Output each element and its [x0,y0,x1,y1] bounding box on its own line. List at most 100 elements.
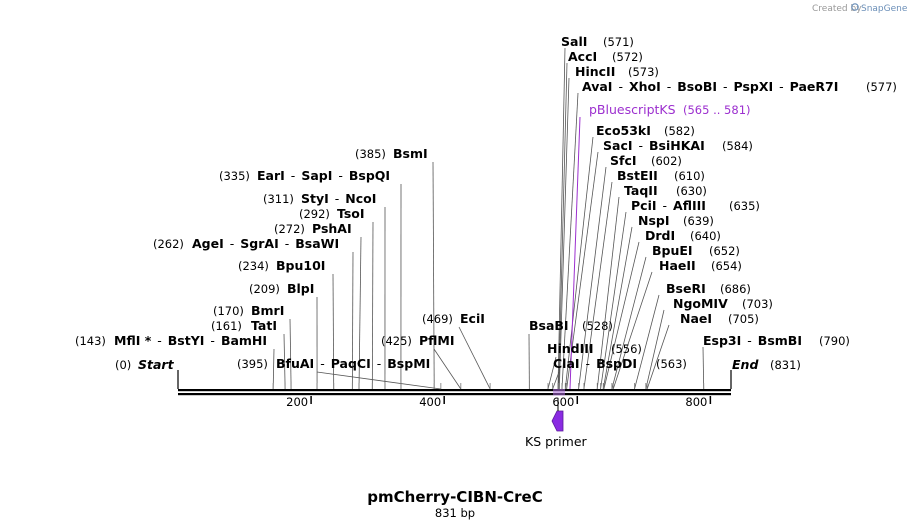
primer-ks-arrow-icon[interactable] [551,410,564,432]
primer-ks[interactable]: KS primer [525,398,588,449]
site-position: (563) [656,357,687,371]
site-leader [578,166,607,390]
site-position: (686) [720,282,751,296]
site-label[interactable]: HincII [575,64,615,79]
site-label[interactable]: AvaI - XhoI - BsoBI - PspXI - PaeR7I [582,79,838,94]
map-length: 831 bp [434,506,476,520]
credit-prefix: Created by [812,4,862,14]
site-position: (577) [866,80,897,94]
site-label[interactable]: StyI - NcoI [301,191,376,206]
site-leader [583,181,613,390]
site-position: (610) [674,169,705,183]
site-position: (528) [582,319,613,333]
site-leader [645,309,665,390]
site-leader [433,348,462,390]
site-leader [351,251,354,390]
site-leader [611,256,647,390]
site-label[interactable]: BmrI [251,303,284,318]
site-label[interactable]: BsmI [393,146,428,161]
sequence-backbone[interactable] [178,389,731,396]
site-position: (654) [711,259,742,273]
site-position: (572) [612,50,643,64]
site-position: (385) [355,147,386,161]
site-label[interactable]: NgoMIV [673,296,728,311]
site-label[interactable]: MflI * - BstYI - BamHI [114,333,267,348]
site-label[interactable]: PflMI [419,333,455,348]
site-label[interactable]: EciI [460,311,485,326]
site-label[interactable]: HindIII [547,341,594,356]
site-leader [596,196,620,390]
site-label[interactable]: SacI - BsiHKAI [603,138,705,153]
site-leader [603,241,640,390]
site-position: (292) [299,207,330,221]
site-label[interactable]: AgeI - SgrAI - BsaWI [192,236,339,251]
site-tick-marks [272,383,705,389]
site-label[interactable]: SfcI [610,153,637,168]
site-label[interactable]: BpuEI [652,243,693,258]
site-position: (639) [683,214,714,228]
ruler-tick-label: 200 [286,395,308,409]
site-leader [600,211,627,390]
site-label[interactable]: TaqII [624,183,658,198]
site-position: (790) [819,334,850,348]
feature-pbluescriptks-label[interactable]: pBluescriptKS [589,102,676,117]
site-label[interactable]: HaeII [659,258,696,273]
site-leader [432,161,435,390]
site-position: (469) [422,312,453,326]
site-leader [558,62,568,390]
site-leader [332,273,335,390]
site-label[interactable]: BlpI [287,281,314,296]
ruler: 200 400 600 800 [286,395,712,409]
site-leader [547,356,557,390]
site-label[interactable]: PciI - AflIII [631,198,706,213]
feature-pbluescriptks-bar[interactable] [553,389,565,396]
ruler-tick-label: 800 [685,395,707,409]
site-label[interactable]: TatI [251,318,277,333]
ruler-tick-label: 400 [419,395,441,409]
site-leader [557,47,566,390]
site-label[interactable]: AccI [568,49,597,64]
site-leader [558,77,570,390]
site-label[interactable]: ClaI - BspDI [553,356,637,371]
site-leader [371,221,374,390]
site-leader [634,294,660,390]
site-label[interactable]: EarI - SapI - BspQI [257,168,390,183]
site-label[interactable]: BstEII [617,168,658,183]
site-position: (630) [676,184,707,198]
site-label[interactable]: Eco53kI [596,123,651,138]
site-position: (703) [742,297,773,311]
site-leader [612,271,653,390]
leader-lines [272,47,705,390]
site-position: (335) [219,169,250,183]
ruler-tick-label: 600 [552,395,574,409]
site-position: (395) [237,357,268,371]
site-label[interactable]: BsaBI [529,318,569,333]
site-label[interactable]: NspI [638,213,670,228]
site-position: (209) [249,282,280,296]
site-label[interactable]: SalI [561,34,587,49]
site-leader [646,324,670,390]
site-position: (584) [722,139,753,153]
site-leader [272,348,275,390]
site-position: (582) [664,124,695,138]
site-leader [289,318,292,390]
site-label[interactable]: PshAI [312,221,352,236]
site-label[interactable]: NaeI [680,311,712,326]
site-leader [564,136,594,390]
feature-pbluescriptks-range: (565 .. 581) [683,103,751,117]
site-label[interactable]: BseRI [666,281,706,296]
site-position: (170) [213,304,244,318]
site-label[interactable]: Esp3I - BsmBI [703,333,802,348]
site-label[interactable]: TsoI [337,206,365,221]
site-position: (234) [238,259,269,273]
site-label[interactable]: BfuAI - PaqCI - BspMI [276,356,430,371]
site-position: (556) [611,342,642,356]
feature-pbluescriptks[interactable]: pBluescriptKS (565 .. 581) [553,102,751,396]
start-label: Start [138,357,175,372]
site-position: (311) [263,192,294,206]
primer-ks-label[interactable]: KS primer [525,434,588,449]
site-label[interactable]: DrdI [645,228,675,243]
site-position: (602) [651,154,682,168]
site-label[interactable]: Bpu10I [276,258,325,273]
